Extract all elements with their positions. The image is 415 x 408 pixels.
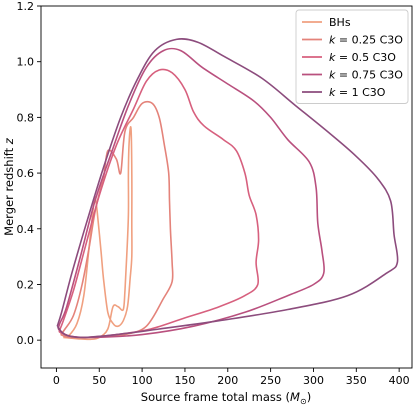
x-tick-label: 100 [132,374,153,387]
series-line-3 [58,49,324,338]
y-tick-label: 0.4 [17,223,35,236]
y-tick-label: 0.6 [17,167,35,180]
y-tick-label: 1.0 [17,56,35,69]
x-tick-label: 300 [303,374,324,387]
x-tick-label: 350 [346,374,367,387]
y-tick-label: 0.8 [17,111,35,124]
y-tick-label: 1.2 [17,0,35,13]
legend: BHs k = 0.25 C3O k = 0.5 C3O k = 0.75 C3O k … [296,10,408,104]
x-tick-label: 150 [174,374,195,387]
x-tick-label: 50 [92,374,106,387]
legend-label-4: k = 1 C3O [329,86,386,99]
series-line-2 [59,69,259,337]
x-tick-label: 250 [260,374,281,387]
legend-label-3: k = 0.75 C3O [329,69,403,82]
y-axis-label: Merger redshift z [2,137,16,236]
legend-label-2: k = 0.5 C3O [329,51,396,64]
legend-label-0: BHs [329,16,351,29]
x-tick-label: 400 [389,374,410,387]
legend-label-1: k = 0.25 C3O [329,34,403,47]
x-tick-label: 200 [217,374,238,387]
y-tick-label: 0.2 [17,278,35,291]
x-axis-label: Source frame total mass (M⊙) [141,390,311,406]
y-tick-label: 0.0 [17,334,35,347]
x-tick-label: 0 [53,374,60,387]
